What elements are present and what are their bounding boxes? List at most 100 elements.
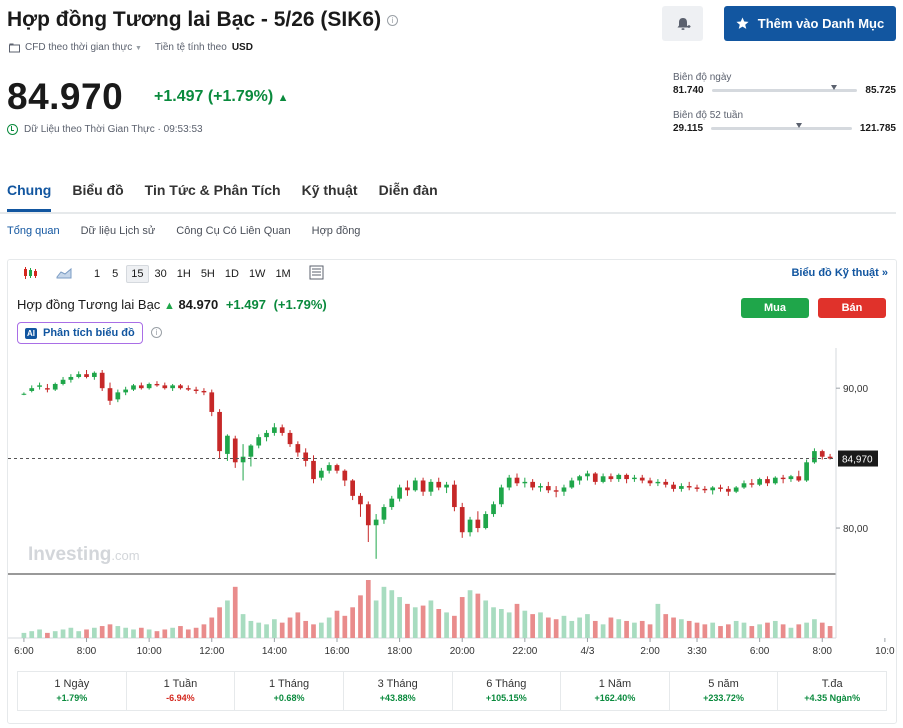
- candle-body: [655, 481, 661, 484]
- week52-high: 121.785: [859, 123, 896, 134]
- performance-value: +105.15%: [485, 693, 527, 703]
- candle-body: [741, 483, 747, 488]
- candle-body: [514, 477, 520, 484]
- performance-period: 5 năm: [708, 678, 739, 690]
- subtab-overview[interactable]: Tổng quan: [7, 225, 60, 237]
- technical-chart-link[interactable]: Biểu đồ Kỹ thuật »: [791, 267, 888, 279]
- candlestick-chart[interactable]: Investing.com 90,00 80,00 84,970 6:00 8:00 10…: [8, 348, 896, 668]
- instrument-meta: CFD theo thời gian thực ▼ Tiền tệ tính t…: [9, 42, 253, 53]
- candle-body: [585, 473, 590, 477]
- performance-cell[interactable]: 6 Tháng +105.15%: [453, 672, 562, 710]
- candle-body: [639, 477, 645, 481]
- candle-body: [318, 470, 324, 478]
- area-chart-icon: [56, 267, 72, 278]
- candle-body: [92, 372, 97, 377]
- performance-cell[interactable]: 5 năm +233.72%: [670, 672, 779, 710]
- volume-bar: [483, 600, 489, 638]
- candlestick-icon: [24, 266, 37, 279]
- candle-body: [569, 480, 575, 488]
- performance-value: +162.40%: [594, 693, 636, 703]
- star-icon: [736, 17, 749, 29]
- performance-cell[interactable]: 1 Ngày +1.79%: [18, 672, 127, 710]
- candle-body: [694, 487, 700, 489]
- candle-body: [749, 483, 755, 485]
- candle-body: [201, 390, 207, 393]
- ai-analysis-button[interactable]: AI Phân tích biểu đồ: [17, 322, 143, 344]
- x-tick-label: 16:00: [324, 646, 349, 657]
- cfd-dropdown[interactable]: CFD theo thời gian thực ▼: [25, 42, 142, 53]
- candle-body: [279, 427, 285, 433]
- candle-body: [397, 487, 402, 499]
- volume-bar: [686, 620, 692, 638]
- volume-bar: [240, 614, 246, 638]
- interval-1[interactable]: 1: [94, 268, 101, 280]
- performance-cell[interactable]: 3 Tháng +43.88%: [344, 672, 453, 710]
- info-icon[interactable]: i: [387, 14, 399, 26]
- interval-1d[interactable]: 1D: [224, 268, 239, 280]
- subtab-tools[interactable]: Công Cụ Có Liên Quan: [176, 225, 291, 237]
- interval-1m[interactable]: 1M: [275, 268, 291, 280]
- candle-body: [412, 480, 418, 491]
- candle-body: [702, 488, 708, 491]
- candle-body: [389, 498, 395, 508]
- tab-forum[interactable]: Diễn đàn: [378, 182, 438, 198]
- tab-news[interactable]: Tin Tức & Phân Tích: [144, 182, 281, 198]
- volume-bar: [467, 590, 473, 638]
- candle-body: [436, 481, 442, 488]
- candle-body: [303, 452, 309, 461]
- volume-bar: [272, 619, 277, 638]
- tab-technical[interactable]: Kỹ thuật: [301, 182, 358, 198]
- subtab-contracts[interactable]: Hợp đồng: [311, 225, 361, 237]
- tab-chart[interactable]: Biểu đồ: [72, 182, 124, 198]
- performance-cell[interactable]: 1 Tháng +0.68%: [235, 672, 344, 710]
- volume-bar: [248, 620, 254, 638]
- area-type-button[interactable]: [52, 265, 76, 284]
- interval-5[interactable]: 5: [112, 268, 119, 280]
- indicators-button[interactable]: [305, 263, 328, 285]
- volume-bar: [663, 614, 669, 638]
- candle-body: [718, 487, 723, 489]
- volume-bar: [553, 619, 559, 638]
- candle-body: [788, 476, 794, 480]
- candlestick-type-button[interactable]: [18, 264, 42, 285]
- candle-body: [131, 385, 136, 390]
- info-icon[interactable]: i: [151, 327, 162, 338]
- volume-bar: [68, 627, 74, 638]
- candle-body: [530, 481, 536, 488]
- volume-bar: [342, 615, 348, 638]
- subtab-history[interactable]: Dữ liệu Lịch sử: [80, 225, 156, 237]
- volume-bar: [444, 612, 449, 638]
- performance-cell[interactable]: 1 Tuần -6.94%: [127, 672, 236, 710]
- candle-body: [459, 507, 465, 533]
- interval-15[interactable]: 15: [126, 265, 149, 283]
- candle-body: [342, 470, 348, 481]
- sell-button[interactable]: Bán: [818, 298, 886, 318]
- performance-cell[interactable]: T.đa +4.35 Ngàn%: [778, 672, 886, 710]
- buy-button[interactable]: Mua: [741, 298, 809, 318]
- candle-body: [608, 476, 614, 480]
- add-to-watchlist-button[interactable]: Thêm vào Danh Mục: [724, 6, 896, 41]
- ai-icon: AI: [25, 327, 37, 339]
- volume-bar: [499, 609, 504, 638]
- chart-instrument-name: Hợp đồng Tương lai Bạc: [17, 297, 161, 312]
- candle-body: [272, 427, 277, 433]
- interval-5h[interactable]: 5H: [200, 268, 215, 280]
- currency-value: USD: [231, 42, 253, 53]
- x-tick-label: 6:00: [750, 646, 770, 657]
- volume-bar: [710, 622, 716, 638]
- last-price: 84.970: [7, 76, 124, 117]
- candle-body: [467, 519, 473, 533]
- candle-body: [225, 435, 230, 454]
- page-title: Hợp đồng Tương lai Bạc - 5/26 (SIK6): [7, 8, 382, 31]
- volume-bar: [616, 619, 622, 638]
- tab-overview[interactable]: Chung: [7, 180, 52, 212]
- volume-bar: [812, 619, 817, 638]
- alert-button[interactable]: [662, 6, 703, 41]
- performance-period: 1 Tháng: [268, 678, 310, 690]
- interval-1h[interactable]: 1H: [176, 268, 191, 280]
- interval-1w[interactable]: 1W: [248, 268, 266, 280]
- volume-bar: [412, 607, 418, 638]
- volume-bar: [326, 617, 332, 638]
- interval-30[interactable]: 30: [154, 268, 167, 280]
- performance-cell[interactable]: 1 Năm +162.40%: [561, 672, 670, 710]
